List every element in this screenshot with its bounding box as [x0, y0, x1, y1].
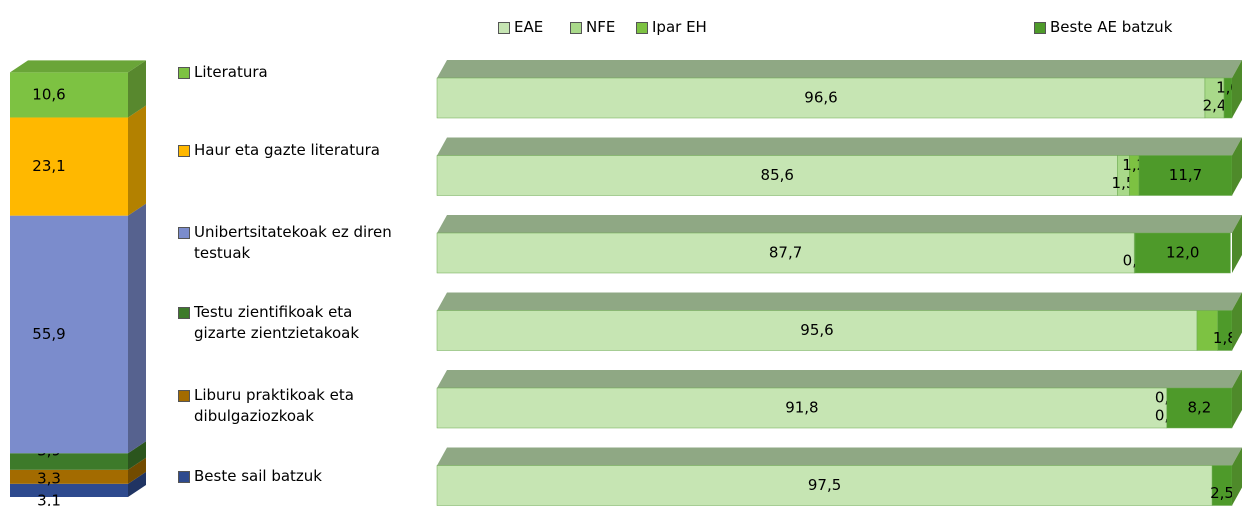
legend-swatch	[1034, 22, 1046, 34]
legend-label: Testu zientifikoak eta gizarte zientziet…	[194, 303, 360, 342]
bar-top	[437, 215, 1242, 233]
legend-label: EAE	[514, 18, 544, 36]
legend-swatch	[178, 227, 190, 239]
column-segment	[10, 117, 128, 216]
legend-label: Liburu praktikoak eta dibulgaziozkoak	[194, 386, 354, 425]
legend-swatch	[178, 471, 190, 483]
column-segment	[10, 72, 128, 118]
bar-top	[437, 292, 1242, 311]
legend-item: Beste sail batzuk	[178, 466, 393, 487]
legend-swatch	[636, 22, 648, 34]
bar-side	[1232, 370, 1242, 428]
legend-item: Haur eta gazte literatura	[178, 140, 393, 161]
legend-item: Literatura	[178, 62, 393, 83]
column-segment	[10, 469, 128, 484]
bar-side	[1232, 215, 1242, 273]
legend-label: Unibertsitatekoak ez diren testuak	[194, 223, 392, 262]
legend-swatch	[178, 390, 190, 402]
column-side	[128, 471, 146, 497]
legend-label: Beste AE batzuk	[1050, 18, 1173, 36]
column-top	[10, 60, 146, 73]
column-side	[128, 457, 146, 484]
value-label: 91,8	[785, 399, 818, 417]
value-label: 2,5	[1210, 484, 1234, 502]
bar-segment	[1134, 232, 1231, 274]
legend-item: Testu zientifikoak eta gizarte zientziet…	[178, 302, 393, 344]
value-label: 10,6	[32, 85, 65, 103]
bar-side	[1232, 292, 1242, 351]
column-side	[128, 60, 146, 118]
legend-swatch	[178, 67, 190, 79]
column-segment	[10, 483, 128, 497]
bar-top	[437, 137, 1242, 156]
legend-label: Literatura	[194, 63, 268, 81]
legend-label: Ipar EH	[652, 18, 707, 36]
value-label: 3,1	[37, 492, 61, 506]
bar-segment	[436, 155, 1118, 196]
value-label: 11,7	[1169, 166, 1202, 184]
value-label: 1,8	[1213, 329, 1237, 347]
column-side	[128, 203, 146, 454]
legend-item: EAE	[498, 17, 713, 38]
value-label: 2,4	[1203, 97, 1227, 115]
bar-side	[1232, 447, 1242, 506]
value-label: 96,6	[804, 89, 837, 107]
value-label: 85,6	[761, 166, 794, 184]
legend-item: NFE	[570, 17, 785, 38]
legend-item: Liburu praktikoak eta dibulgaziozkoak	[178, 385, 393, 427]
column-side	[128, 441, 146, 470]
legend-swatch	[570, 22, 582, 34]
value-label: 95,6	[800, 321, 833, 339]
value-label: 23,1	[32, 157, 65, 175]
bar-segment	[1138, 155, 1233, 196]
column-side	[128, 105, 146, 216]
bar-side	[1232, 60, 1242, 118]
column-segment	[10, 215, 128, 454]
bar-top	[437, 447, 1242, 466]
legend-item: Unibertsitatekoak ez diren testuak	[178, 222, 393, 264]
legend-swatch	[498, 22, 510, 34]
value-label: 55,9	[32, 325, 65, 343]
legend-swatch	[178, 307, 190, 319]
legend-label: Haur eta gazte literatura	[194, 141, 380, 159]
legend-swatch	[178, 145, 190, 157]
bar-segment	[436, 310, 1198, 351]
bar-top	[437, 370, 1242, 388]
value-label: 12,0	[1166, 244, 1199, 262]
legend-label: Beste sail batzuk	[194, 467, 322, 485]
value-label: 8,2	[1187, 399, 1211, 417]
bar-side	[1232, 137, 1242, 196]
legend-label: NFE	[586, 18, 616, 36]
value-label: 87,7	[769, 244, 802, 262]
value-label: 97,5	[808, 476, 841, 494]
value-label: 3,3	[37, 469, 61, 487]
column-segment	[10, 453, 128, 470]
bar-top	[437, 60, 1242, 78]
legend-item: Beste AE batzuk	[1034, 17, 1246, 38]
bar-segment	[436, 232, 1135, 274]
bar-segment	[436, 387, 1168, 429]
legend-item: Ipar EH	[636, 17, 851, 38]
